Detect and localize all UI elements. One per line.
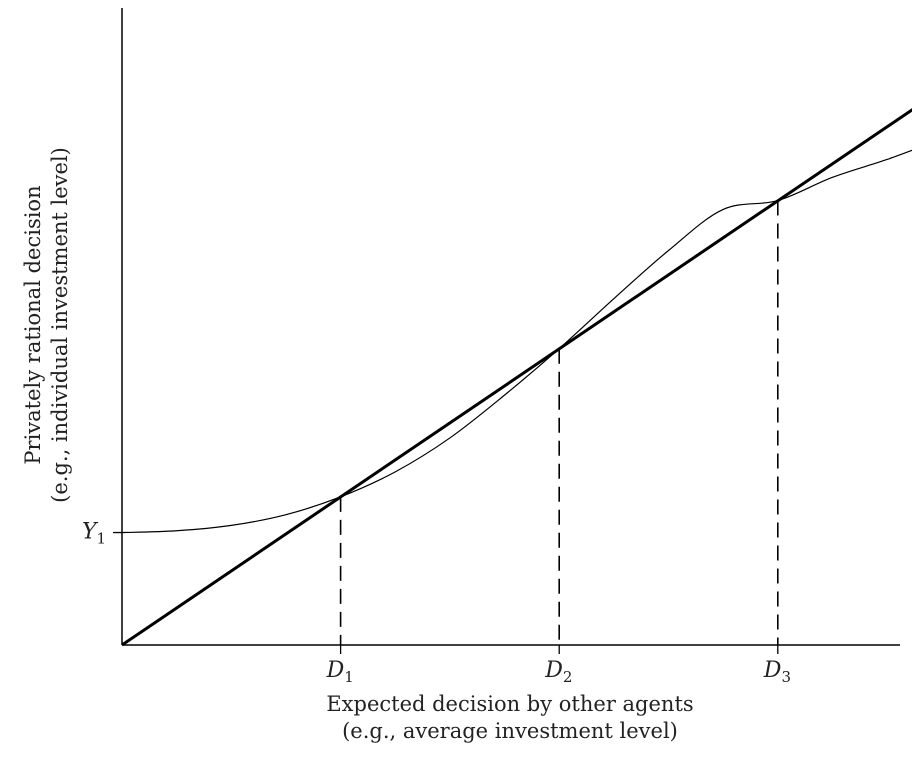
x-axis-title-line-1: Expected decision by other agents [326, 692, 693, 716]
drop-lines [339, 200, 779, 645]
series-group [121, 108, 912, 647]
y-axis-title-line-2: (e.g., individual investment level) [48, 147, 72, 503]
ticks: D1 D2 D3 Y1 [82, 520, 791, 686]
series-line-thick [121, 108, 912, 647]
x-axis-title-line-2: (e.g., average investment level) [342, 719, 678, 743]
y-tick-label-y1: Y1 [82, 520, 106, 548]
series-curve-thin [121, 149, 912, 534]
axes [121, 8, 900, 646]
x-tick-label-d2: D2 [544, 658, 572, 686]
x-tick-label-d1: D1 [326, 658, 354, 686]
y-axis-title-line-1: Privately rational decision [21, 185, 45, 464]
x-tick-label-d3: D3 [763, 658, 791, 686]
